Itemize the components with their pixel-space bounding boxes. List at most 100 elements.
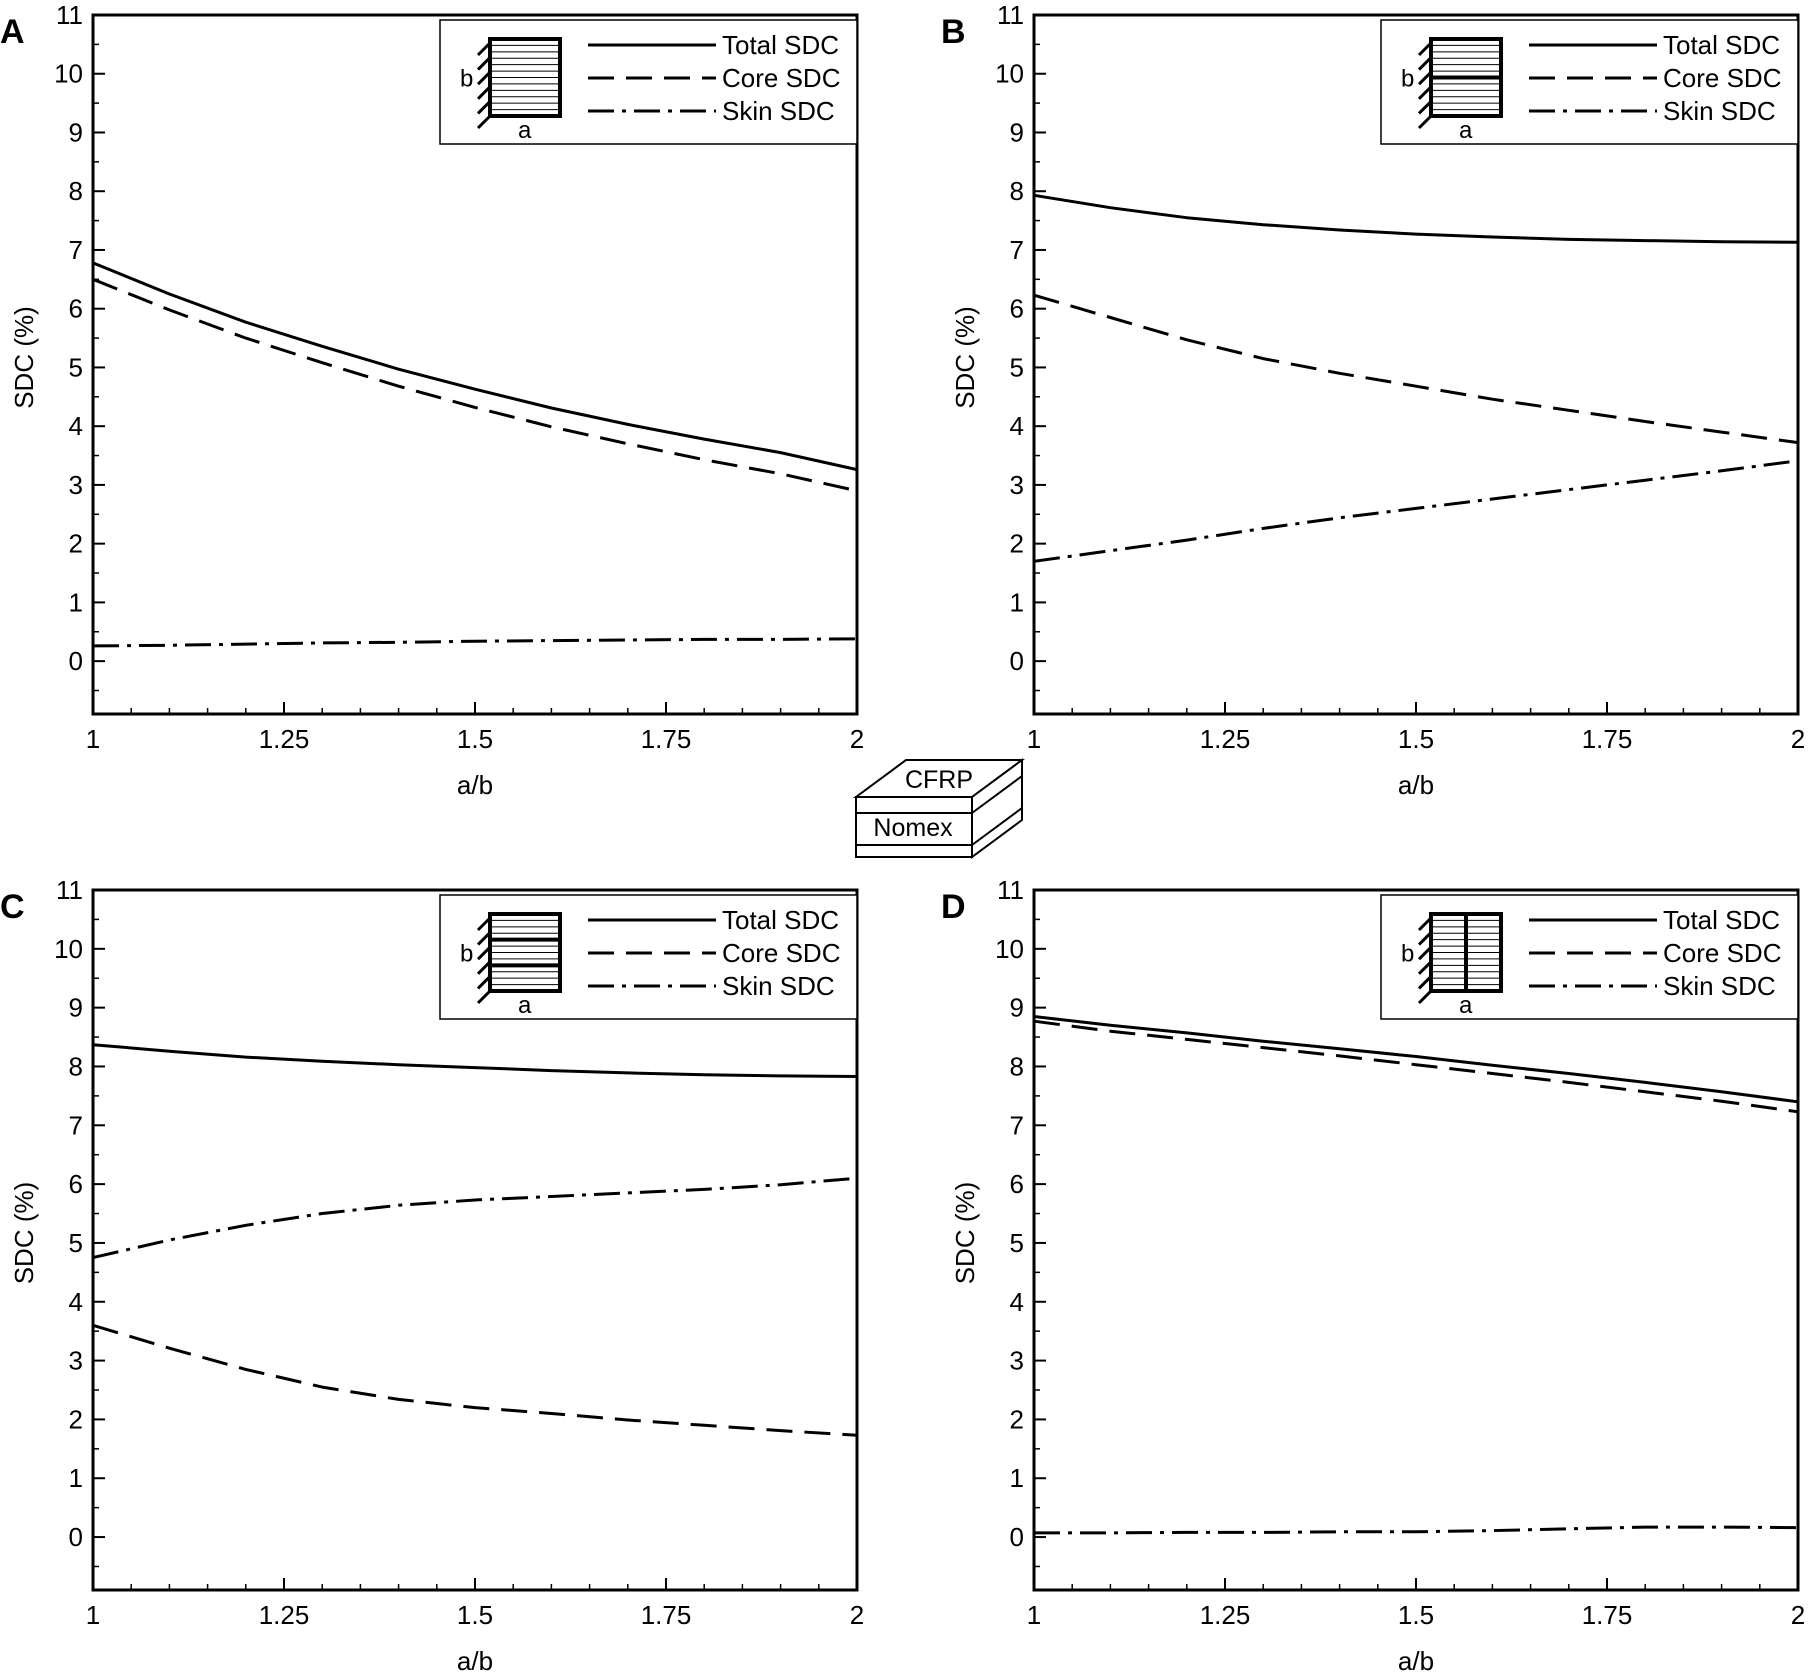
panel-a-x-axis-label: a/b — [457, 770, 493, 800]
panel-b-clamp-hatch — [1417, 114, 1433, 130]
panel-b-plate-dim-a: a — [1459, 117, 1473, 144]
panel-a-xtick-label: 1.25 — [259, 724, 310, 754]
panel-b-ytick-label: 4 — [1010, 411, 1024, 441]
panel-a-series-solid — [92, 261, 858, 472]
panel-a-ytick-label: 0 — [69, 646, 83, 676]
panel-d-series-dashed — [1033, 1019, 1799, 1114]
panel-c-ytick-label: 11 — [56, 875, 83, 905]
panel-c-ytick-label: 3 — [69, 1346, 83, 1376]
panel-b-ytick-label: 6 — [1010, 294, 1024, 324]
nomex-label: Nomex — [873, 814, 953, 842]
panel-a-plate-outline — [488, 37, 562, 118]
panel-a-ytick-label: 9 — [69, 117, 83, 147]
panel-c-xtick-label: 1.5 — [457, 1600, 493, 1630]
panel-d-ytick-label: 7 — [1010, 1110, 1024, 1140]
panel-d-x-axis-label: a/b — [1398, 1646, 1434, 1676]
panel-c-xtick-label: 1.75 — [641, 1600, 692, 1630]
panel-b-clamp-hatch — [1417, 85, 1433, 100]
panel-b-ytick-label: 0 — [1010, 646, 1024, 676]
panel-c-ytick-label: 8 — [69, 1051, 83, 1081]
panel-c-ytick-label: 5 — [69, 1228, 83, 1258]
panel-a-plate-inset: ba — [460, 37, 562, 144]
panel-d-clamp-hatch — [1417, 946, 1433, 961]
panel-a-xtick-label: 1.75 — [641, 724, 692, 754]
panel-d-letter: D — [941, 888, 966, 926]
panel-a-ytick-label: 11 — [56, 0, 83, 30]
panel-a-ytick-label: 3 — [69, 470, 83, 500]
panel-d-xtick-label: 1.25 — [1200, 1600, 1251, 1630]
panel-c-plate-dim-b: b — [460, 941, 473, 968]
panel-d-xtick-label: 1.75 — [1582, 1600, 1633, 1630]
panel-a-legend-label: Core SDC — [722, 63, 840, 93]
panel-a-y-axis-label: SDC (%) — [9, 306, 39, 409]
panel-b-ytick-label: 5 — [1010, 352, 1024, 382]
sandwich-side-lower-line — [971, 807, 1023, 846]
panel-c-series-solid — [92, 1043, 858, 1078]
material-sandwich-inset: CFRP Nomex — [852, 758, 1026, 859]
panel-d-ytick-label: 9 — [1010, 993, 1024, 1023]
panel-d-xtick-label: 2 — [1791, 1600, 1805, 1630]
panel-c-plate-dim-a: a — [518, 992, 532, 1019]
panel-a-ytick-label: 4 — [69, 411, 83, 441]
panel-c-letter: C — [0, 888, 25, 926]
panel-a-clamp-hatch — [476, 114, 492, 130]
panel-c-ytick-label: 2 — [69, 1404, 83, 1434]
panel-b-series-dashdot — [1033, 459, 1799, 563]
panel-c-ytick-label: 6 — [69, 1169, 83, 1199]
panel-d-series-solid — [1033, 1015, 1799, 1104]
panel-d-clamp-hatch — [1417, 975, 1433, 990]
panel-d-plate-inset: ba — [1401, 912, 1503, 1019]
panel-c-clamp-hatch — [476, 960, 492, 975]
panel-a-xtick-label: 1 — [86, 724, 100, 754]
panel-d-plate-dim-b: b — [1401, 941, 1414, 968]
panel-a-legend-label: Total SDC — [722, 30, 839, 60]
panel-c-ytick-label: 10 — [54, 934, 83, 964]
panel-c-series-dashed — [92, 1323, 858, 1437]
sandwich-side-upper-line — [971, 775, 1023, 814]
panel-c-ytick-label: 1 — [69, 1463, 83, 1493]
panel-d-legend-label: Core SDC — [1663, 938, 1781, 968]
panel-d-ytick-label: 0 — [1010, 1522, 1024, 1552]
panel-c-ytick-label: 4 — [69, 1287, 83, 1317]
panel-d-ytick-label: 10 — [995, 934, 1024, 964]
panel-c-plate-outline — [488, 912, 562, 993]
panel-b-clamp-hatch — [1417, 100, 1433, 115]
panel-b-ytick-label: 8 — [1010, 176, 1024, 206]
panel-c-clamp-hatch — [476, 989, 492, 1005]
panel-c-xtick-label: 1 — [86, 1600, 100, 1630]
panel-d-ytick-label: 3 — [1010, 1346, 1024, 1376]
panel-a-xtick-label: 1.5 — [457, 724, 493, 754]
panel-a-series-dashdot — [92, 637, 858, 648]
panel-b-clamp-hatch — [1417, 56, 1433, 71]
panel-d-legend-label: Skin SDC — [1663, 971, 1776, 1001]
panel-b-y-axis-label: SDC (%) — [950, 306, 980, 409]
panel-c-x-axis-label: a/b — [457, 1646, 493, 1676]
panel-d-plate-dim-a: a — [1459, 992, 1473, 1019]
panel-b-plate-inset: ba — [1401, 37, 1503, 144]
panel-a-xtick-label: 2 — [850, 724, 864, 754]
panel-b-letter: B — [941, 13, 966, 51]
cfrp-label: CFRP — [905, 766, 973, 794]
panel-b-ytick-label: 3 — [1010, 470, 1024, 500]
panel-c-y-axis-label: SDC (%) — [9, 1182, 39, 1285]
sandwich-front-face — [855, 796, 973, 858]
panel-d-ytick-label: 1 — [1010, 1463, 1024, 1493]
panel-a-plate-dim-b: b — [460, 66, 473, 93]
panel-b-xtick-label: 1 — [1027, 724, 1041, 754]
panel-b-legend-label: Total SDC — [1663, 30, 1780, 60]
panel-a-series-dashed — [92, 277, 858, 493]
panel-c-legend-label: Total SDC — [722, 905, 839, 935]
panel-b-clamp-hatch — [1417, 71, 1433, 86]
panel-a-clamp-hatch — [476, 56, 492, 71]
panel-a-ytick-label: 2 — [69, 529, 83, 559]
panel-b-legend-label: Core SDC — [1663, 63, 1781, 93]
panel-b-series-dashed — [1033, 293, 1799, 445]
panel-d-ytick-label: 5 — [1010, 1228, 1024, 1258]
panel-c-clamp-hatch — [476, 975, 492, 990]
panel-b-ytick-label: 1 — [1010, 587, 1024, 617]
